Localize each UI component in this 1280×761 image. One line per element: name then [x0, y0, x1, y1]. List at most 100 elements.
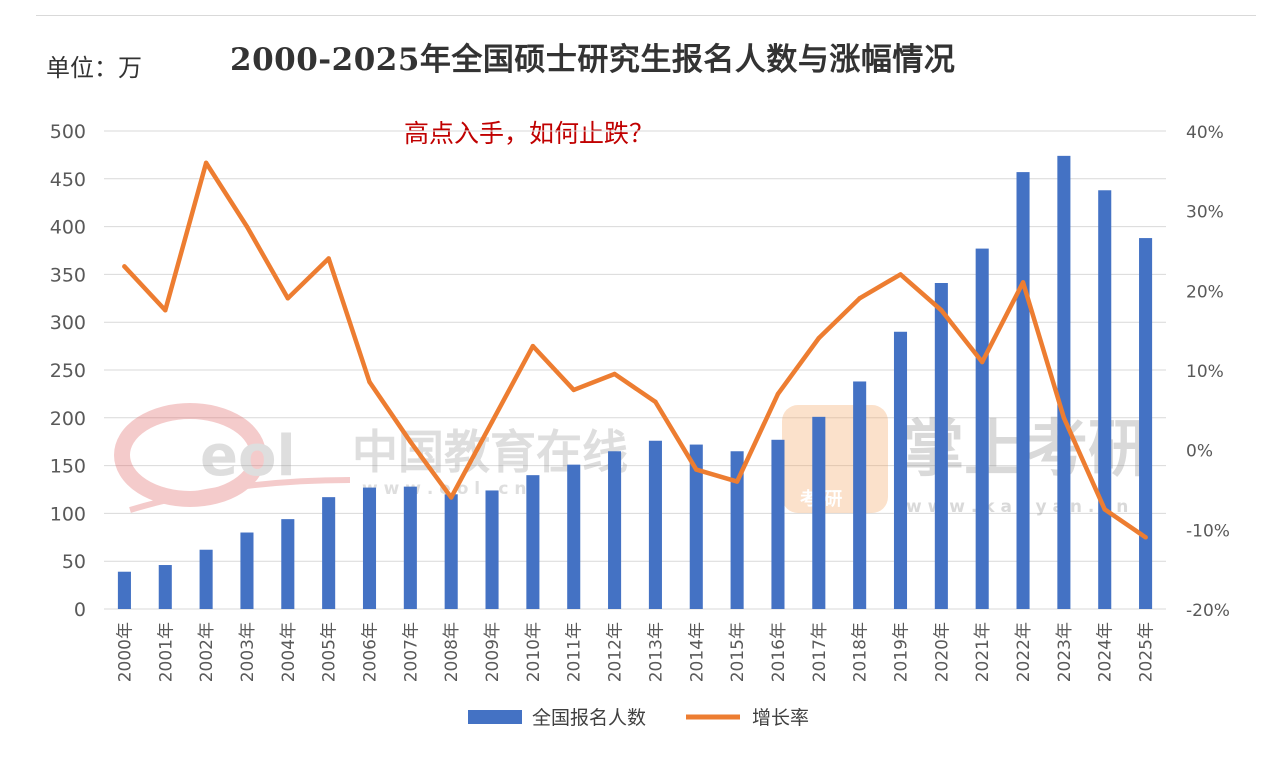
growth-rate-point [612, 371, 617, 377]
legend-bar-label: 全国报名人数 [532, 707, 646, 729]
bar [158, 565, 172, 609]
gridlines [104, 130, 1166, 610]
left-tick-label: 0 [74, 599, 86, 621]
bar [608, 451, 622, 609]
x-tick-label: 2016年 [769, 622, 789, 682]
x-tick-label: 2006年 [361, 622, 381, 682]
x-tick-label: 2014年 [687, 622, 707, 682]
x-tick-label: 2019年 [892, 622, 912, 682]
left-tick-label: 450 [50, 169, 86, 191]
bar [1057, 155, 1071, 609]
eol-name-text: 中国教育在线 [352, 425, 628, 479]
bar [1016, 172, 1030, 609]
x-tick-label: 2015年 [728, 622, 748, 682]
bar [1139, 238, 1153, 609]
x-tick-label: 2012年 [606, 622, 626, 682]
growth-rate-point [530, 343, 536, 349]
chart-annotation: 高点入手，如何止跌？ [404, 119, 655, 148]
growth-rate-point [489, 419, 495, 424]
growth-rate-point [694, 467, 699, 472]
growth-rate-point [775, 391, 781, 397]
x-tick-label: 2022年 [1014, 622, 1034, 682]
left-tick-label: 250 [50, 360, 86, 382]
bar [1098, 190, 1112, 609]
growth-rate-point [571, 387, 576, 393]
line-series [122, 160, 1148, 540]
left-axis-ticks: 0 50 100 150 200 250 300 350 400 450 500 [50, 121, 86, 621]
legend-bar-swatch [468, 710, 522, 724]
x-tick-label: 2023年 [1055, 622, 1075, 682]
bar [893, 331, 908, 609]
x-tick-label: 2010年 [524, 622, 544, 682]
growth-rate-point [1020, 280, 1026, 285]
growth-rate-point [653, 399, 658, 405]
growth-rate-point [244, 224, 250, 229]
bar [117, 571, 131, 609]
bar [934, 283, 948, 609]
bar [853, 381, 867, 609]
left-tick-label: 50 [62, 551, 86, 573]
growth-rate-point [1061, 415, 1067, 420]
bar [444, 494, 458, 609]
growth-rate-point [898, 272, 903, 277]
left-tick-label: 200 [50, 408, 86, 430]
x-tick-label: 2002年 [197, 622, 217, 682]
growth-rate-point [285, 296, 291, 301]
bar [362, 487, 377, 609]
x-tick-label: 2007年 [401, 622, 421, 682]
growth-rate-point [734, 479, 740, 484]
x-tick-label: 2011年 [565, 622, 585, 682]
bar [771, 439, 785, 609]
growth-rate-point [367, 379, 372, 385]
eol-logo-mark [114, 403, 266, 507]
left-tick-label: 100 [50, 503, 86, 525]
x-tick-label: 2009年 [483, 622, 503, 682]
x-tick-label: 2013年 [646, 622, 666, 682]
legend: 全国报名人数 增长率 [468, 707, 809, 729]
left-tick-label: 150 [50, 456, 86, 478]
right-axis-ticks: -20% -10% 0% 10% 20% 30% 40% [1186, 123, 1230, 621]
bar [567, 464, 581, 609]
growth-rate-point [939, 308, 944, 313]
growth-rate-line [122, 160, 1148, 540]
left-tick-label: 500 [50, 121, 86, 143]
bar [526, 475, 540, 609]
x-tick-label: 2004年 [279, 622, 299, 682]
right-tick-label: -10% [1186, 521, 1230, 541]
growth-rate-point [326, 256, 331, 261]
bar [485, 490, 499, 609]
growth-rate-point [203, 160, 209, 166]
growth-rate-point [1143, 535, 1148, 540]
eol-logo-text: eol [200, 424, 296, 489]
bar [322, 497, 336, 609]
right-tick-label: -20% [1186, 601, 1230, 621]
x-axis-labels: 2000年 2001年 2002年 2003年 2004年 2005年 2006年 2007年… [115, 622, 1156, 682]
growth-rate-point [448, 495, 454, 500]
growth-rate-point [122, 264, 127, 269]
x-tick-label: 2001年 [156, 622, 176, 682]
legend-line-label: 增长率 [752, 707, 809, 729]
right-tick-label: 40% [1186, 123, 1224, 143]
left-tick-label: 350 [50, 264, 86, 286]
bar [199, 549, 213, 609]
growth-rate-point [408, 439, 413, 444]
left-tick-label: 400 [50, 217, 86, 239]
bar [403, 486, 417, 609]
unit-label: 单位：万 [46, 54, 142, 82]
x-tick-label: 2003年 [238, 622, 258, 682]
top-rule [36, 15, 1256, 16]
x-tick-label: 2020年 [932, 622, 952, 682]
bar [240, 532, 254, 609]
bar [730, 451, 744, 609]
growth-rate-point [857, 296, 862, 301]
x-tick-label: 2017年 [810, 622, 830, 682]
x-tick-label: 2024年 [1096, 622, 1116, 682]
x-tick-label: 2008年 [442, 622, 462, 682]
growth-rate-point [979, 359, 985, 365]
bar [812, 416, 826, 609]
growth-rate-point [163, 308, 168, 313]
left-tick-label: 300 [50, 312, 86, 334]
bar [648, 440, 662, 609]
x-tick-label: 2005年 [320, 622, 340, 682]
